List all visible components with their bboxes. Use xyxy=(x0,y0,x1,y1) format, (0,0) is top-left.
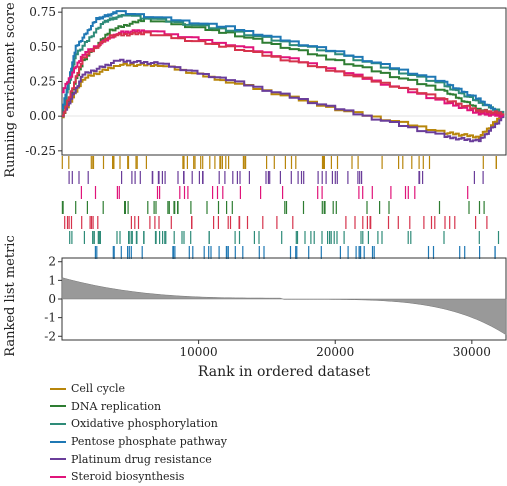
legend-item: Oxidative phosphorylation xyxy=(50,415,350,433)
es-tick-label: -0.25 xyxy=(25,144,56,158)
x-tick-label: 10000 xyxy=(180,345,218,359)
legend-label: Pentose phosphate pathway xyxy=(71,435,227,449)
legend: Cell cycle DNA replication Oxidative phosp… xyxy=(50,380,350,486)
legend-label: DNA replication xyxy=(71,399,162,413)
es-y-axis-label: Running enrichment score xyxy=(3,2,18,178)
metric-y-axis-label: Ranked list metric xyxy=(3,235,18,356)
metric-y-ticks: 2 1 0 -1 -2 xyxy=(44,255,62,343)
x-tick-label: 30000 xyxy=(453,345,491,359)
metric-tick-label: -1 xyxy=(44,311,56,325)
es-line xyxy=(62,31,505,117)
es-tick-label: 0.00 xyxy=(29,109,56,123)
metric-tick-label: -2 xyxy=(44,329,56,343)
ranked-metric-area xyxy=(61,277,507,336)
legend-item: Platinum drug resistance xyxy=(50,450,350,468)
es-tick-label: 0.50 xyxy=(29,40,56,54)
legend-item: Cell cycle xyxy=(50,380,350,398)
x-axis-ticks: 10000 20000 30000 xyxy=(180,340,491,359)
es-tick-label: 0.25 xyxy=(29,75,56,89)
legend-label: Cell cycle xyxy=(71,382,126,396)
legend-swatch xyxy=(50,475,66,478)
es-y-ticks: 0.75 0.50 0.25 0.00 -0.25 xyxy=(25,5,62,158)
es-line xyxy=(62,62,505,140)
es-line xyxy=(62,10,505,117)
es-line xyxy=(62,14,505,115)
metric-tick-label: 1 xyxy=(48,273,56,287)
metric-tick-label: 2 xyxy=(48,255,56,269)
legend-swatch xyxy=(50,422,66,425)
legend-item: Steroid biosynthesis xyxy=(50,468,350,486)
es-tick-label: 0.75 xyxy=(29,5,56,19)
hit-ticks xyxy=(61,156,500,259)
x-axis-label: Rank in ordered dataset xyxy=(198,364,371,380)
metric-tick-label: 0 xyxy=(48,292,56,306)
es-line xyxy=(62,58,505,143)
legend-swatch xyxy=(50,458,66,461)
legend-item: Pentose phosphate pathway xyxy=(50,433,350,451)
legend-swatch xyxy=(50,387,66,390)
legend-label: Platinum drug resistance xyxy=(71,452,212,466)
es-line xyxy=(62,29,505,118)
legend-label: Oxidative phosphorylation xyxy=(71,417,218,431)
es-lines xyxy=(62,10,505,143)
legend-label: Steroid biosynthesis xyxy=(71,470,185,484)
legend-swatch xyxy=(50,405,66,408)
x-tick-label: 20000 xyxy=(316,345,354,359)
legend-swatch xyxy=(50,440,66,443)
legend-item: DNA replication xyxy=(50,398,350,416)
